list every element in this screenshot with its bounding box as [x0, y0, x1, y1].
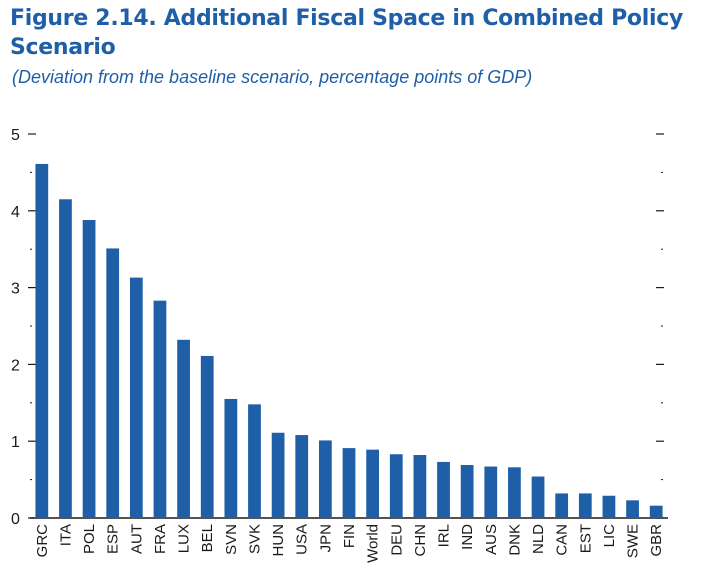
x-tick-label: SVK [246, 524, 263, 554]
bar-swe [626, 500, 639, 518]
bar-can [555, 493, 569, 518]
x-tick-label: World [365, 524, 382, 563]
bar-jpn [318, 440, 332, 518]
bar-pol [82, 220, 96, 518]
y-tick-label: 3 [11, 281, 20, 298]
x-axis-labels: GRC ITA POL ESP AUT FRA LUX BEL SVN SVK HUN USA JPN F… [34, 524, 665, 563]
y-tick-label: 1 [11, 434, 20, 451]
chart-subtitle: (Deviation from the baseline scenario, p… [12, 67, 533, 87]
bar-chn [413, 455, 427, 518]
x-tick-label: GRC [34, 524, 51, 558]
x-tick-label: USA [294, 524, 311, 555]
bar-aus [484, 466, 498, 518]
y-tick-label: 4 [11, 204, 20, 221]
bar-aut [129, 277, 143, 518]
bar-ind [460, 465, 474, 518]
bar-dnk [508, 467, 521, 518]
x-tick-label: LUX [176, 524, 193, 553]
bar-lic [602, 495, 616, 518]
right-y-axis [656, 133, 664, 519]
bar-ita [59, 199, 72, 518]
x-tick-label: CAN [554, 524, 571, 556]
x-tick-label: AUS [483, 524, 500, 555]
x-tick-label: IND [459, 524, 476, 550]
bar-usa [295, 435, 309, 518]
x-tick-label: ITA [57, 524, 74, 546]
bar-deu [389, 454, 403, 518]
bar-bel [200, 355, 214, 518]
y-tick-label: 0 [11, 511, 20, 528]
x-tick-label: SVN [223, 524, 240, 555]
x-tick-label: EST [577, 524, 594, 553]
bar-lux [177, 339, 190, 518]
chart-title: Figure 2.14. Additional Fiscal Space in … [10, 6, 683, 60]
y-tick-label: 2 [11, 357, 20, 374]
bar-world [366, 449, 380, 518]
bar-hun [271, 432, 285, 518]
x-tick-label: BEL [199, 524, 216, 552]
bar-est [578, 493, 592, 518]
x-tick-label: POL [81, 524, 98, 554]
bar-svn [224, 398, 238, 518]
bar-irl [437, 461, 450, 518]
x-tick-label: SWE [625, 524, 642, 558]
y-tick-label: 5 [11, 127, 20, 144]
bar-gbr [649, 505, 663, 518]
x-tick-label: FRA [152, 524, 169, 554]
x-tick-label: ESP [105, 524, 122, 554]
x-tick-label: HUN [270, 524, 287, 557]
bar-fra [153, 300, 167, 518]
bar-series [35, 163, 663, 518]
x-tick-label: DEU [388, 524, 405, 556]
bar-svk [248, 404, 261, 518]
x-tick-label: JPN [317, 524, 334, 552]
x-tick-label: CHN [412, 524, 429, 557]
x-tick-label: FIN [341, 524, 358, 548]
x-tick-label: LIC [601, 524, 618, 548]
x-tick-label: IRL [436, 524, 453, 547]
bar-nld [531, 476, 545, 518]
x-tick-label: GBR [648, 524, 665, 557]
x-tick-label: DNK [506, 524, 523, 556]
bar-esp [106, 248, 120, 518]
x-tick-label: NLD [530, 524, 547, 554]
bar-fin [342, 448, 356, 518]
x-tick-label: AUT [128, 524, 145, 554]
bar-grc [35, 163, 49, 518]
